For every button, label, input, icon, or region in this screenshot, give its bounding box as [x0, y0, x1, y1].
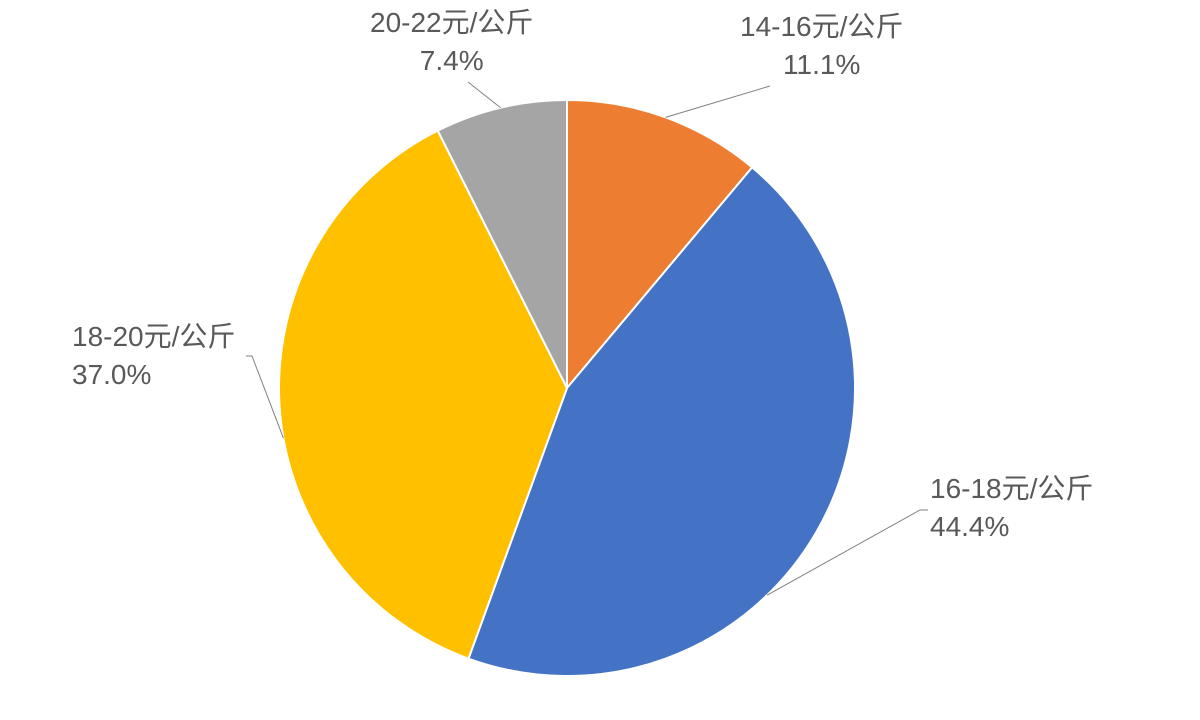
- slice-label: 14-16元/公斤11.1%: [740, 8, 903, 84]
- leader-line: [468, 82, 501, 108]
- slice-label-pct: 11.1%: [740, 46, 903, 84]
- slice-label-text: 16-18元/公斤: [930, 470, 1093, 508]
- slice-label-text: 20-22元/公斤: [370, 4, 533, 42]
- slice-label-pct: 7.4%: [370, 42, 533, 80]
- slice-label: 16-18元/公斤44.4%: [930, 470, 1093, 546]
- leader-line: [246, 356, 283, 438]
- slice-label-text: 14-16元/公斤: [740, 8, 903, 46]
- slice-label-text: 18-20元/公斤: [72, 318, 235, 356]
- slice-label-pct: 37.0%: [72, 356, 235, 394]
- slice-label: 20-22元/公斤7.4%: [370, 4, 533, 80]
- slice-label-pct: 44.4%: [930, 508, 1093, 546]
- leader-line: [666, 86, 770, 117]
- slice-label: 18-20元/公斤37.0%: [72, 318, 235, 394]
- pie-chart-container: 14-16元/公斤11.1% 16-18元/公斤44.4% 18-20元/公斤37.…: [0, 0, 1200, 720]
